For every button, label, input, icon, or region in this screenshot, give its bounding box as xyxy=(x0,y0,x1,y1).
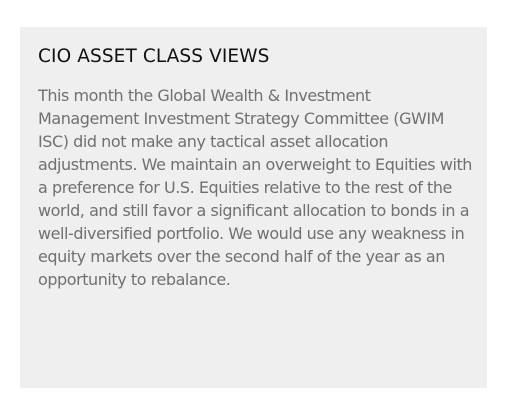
panel-body-text: This month the Global Wealth & Investmen… xyxy=(38,86,472,289)
panel-title: CIO ASSET CLASS VIEWS xyxy=(38,46,270,67)
cio-asset-class-views-panel: CIO ASSET CLASS VIEWS This month the Glo… xyxy=(20,27,487,388)
